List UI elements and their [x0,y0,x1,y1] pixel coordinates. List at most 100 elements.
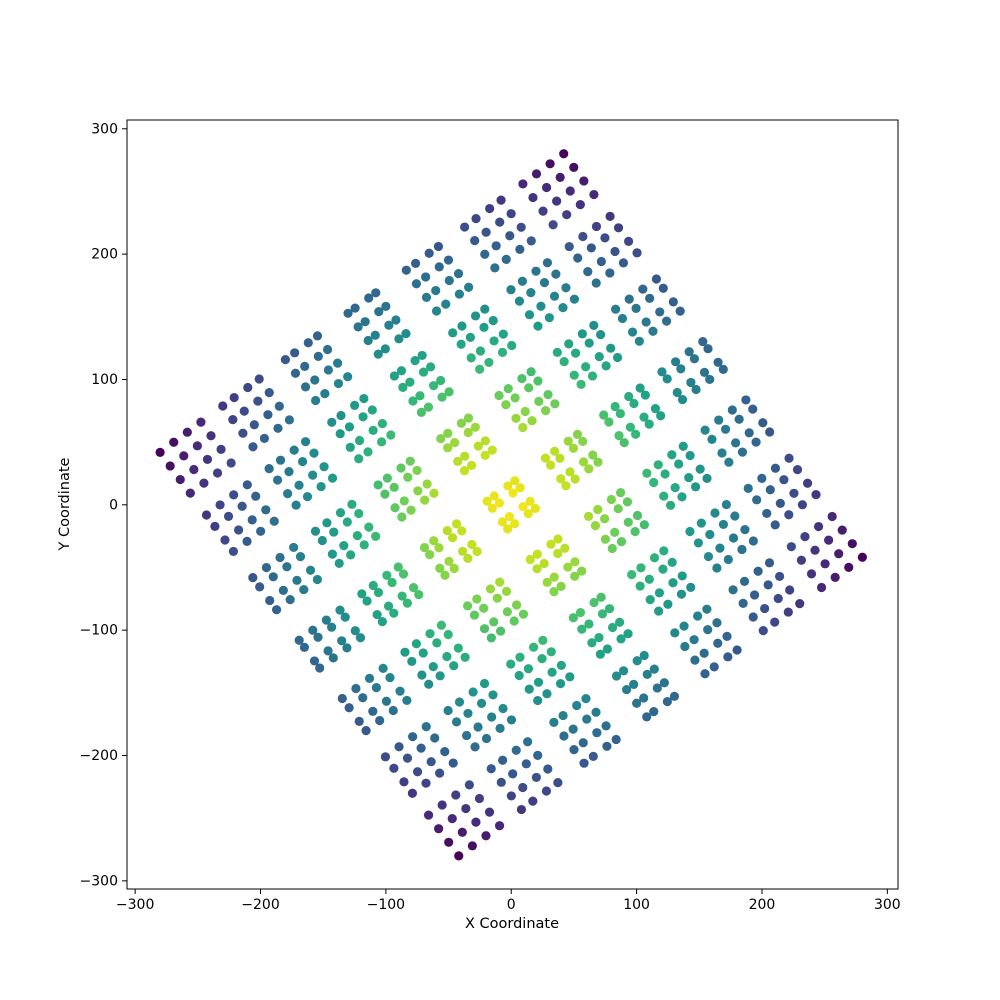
data-point [486,633,496,643]
data-point [581,362,591,372]
data-point [677,394,688,405]
data-point [611,671,622,681]
data-point [616,537,627,547]
data-point [679,621,689,631]
data-point [476,698,487,708]
data-point [569,294,580,304]
data-point [635,383,645,393]
data-point [354,508,364,519]
data-point [597,609,608,619]
data-point [600,534,611,544]
data-point [453,643,463,653]
data-point [820,559,830,569]
data-point [651,274,662,284]
data-point [407,656,417,667]
data-point [206,431,216,441]
data-point [582,714,592,724]
data-point [360,317,370,327]
data-point [448,328,458,338]
data-point [335,429,345,439]
data-point [824,535,834,545]
data-point [797,500,808,510]
data-point [503,481,513,491]
data-point [618,666,629,676]
data-point [607,622,618,633]
data-point [515,483,525,493]
data-point [443,705,453,716]
data-point [273,423,283,433]
data-point [649,477,659,488]
data-point [654,606,664,616]
data-point [590,521,600,531]
data-point [532,564,542,574]
data-point [667,450,677,460]
data-point [551,269,561,279]
data-point [732,645,742,655]
data-point [658,283,668,293]
data-point [640,390,650,400]
data-point [589,189,599,200]
data-point [523,509,533,519]
data-point [346,550,356,560]
data-point [550,446,560,456]
data-point [534,396,544,406]
data-point [463,553,473,563]
data-point [728,533,739,543]
data-point [699,367,710,377]
data-point [684,347,694,357]
data-point [358,412,368,422]
data-point [298,456,308,467]
data-point [237,501,247,511]
data-point [587,371,598,381]
data-point [294,635,304,645]
data-point [703,344,713,354]
data-point [527,416,537,426]
data-point [449,661,459,671]
data-point [410,258,421,268]
data-point [553,777,563,788]
data-point [584,338,594,348]
data-point [350,303,360,313]
data-point [547,667,557,677]
data-point [503,384,513,394]
data-point [382,570,392,581]
data-point [408,396,418,406]
data-point [354,435,365,446]
data-point [533,677,544,687]
data-point [517,276,528,286]
data-point [394,742,404,752]
data-point [548,220,558,230]
data-point [784,510,794,520]
data-point [653,460,663,470]
data-point [600,233,610,243]
data-point [339,541,349,551]
data-point [457,526,467,536]
data-point [448,758,458,768]
data-point [630,526,640,537]
data-point [451,519,462,529]
data-point [559,356,569,367]
data-point [770,617,780,627]
data-point [299,584,309,595]
data-point [243,382,253,393]
data-point [344,422,355,432]
data-point [594,632,604,643]
data-point [521,759,531,769]
data-point [462,730,472,741]
data-point [475,346,486,356]
data-point [518,501,528,512]
data-point [447,814,457,824]
data-point [485,203,495,214]
data-point [495,626,506,636]
data-point [680,641,690,652]
data-point [591,278,601,288]
data-point [342,643,352,653]
data-point [663,599,673,609]
data-point [412,465,422,476]
data-point [468,687,478,697]
data-point [327,473,338,483]
data-point [389,608,399,618]
data-point [543,389,553,400]
data-point [398,569,409,579]
